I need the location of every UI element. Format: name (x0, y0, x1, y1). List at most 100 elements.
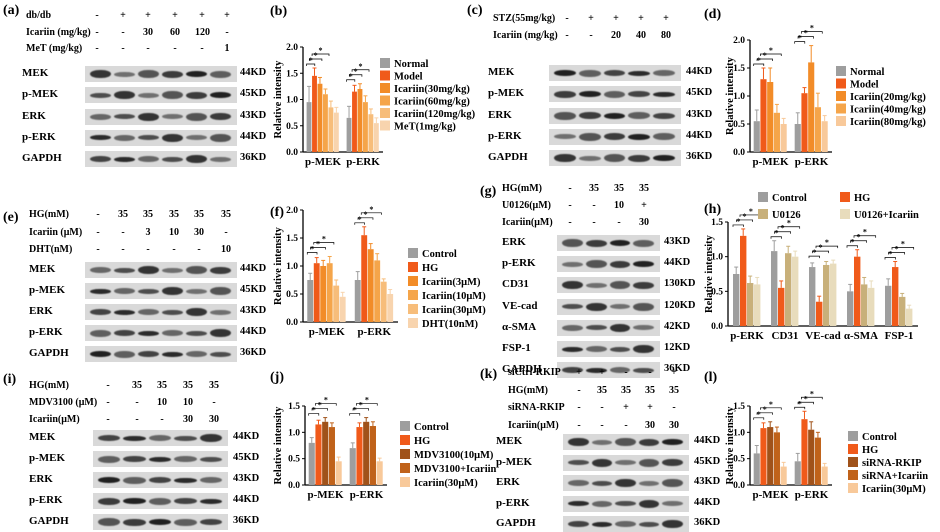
y-axis-label: Relative intensity (704, 234, 715, 313)
blot-band (148, 497, 172, 505)
significance-bracket (760, 407, 782, 410)
significance-star: * (888, 250, 892, 259)
y-tick-label: 0.0 (711, 322, 723, 332)
blot-row-label: p-ERK (22, 130, 56, 143)
bar (380, 281, 387, 322)
bar (317, 83, 323, 152)
condition-value: - (565, 29, 569, 41)
significance-star: * (804, 29, 808, 38)
blot-row-label: ERK (22, 109, 46, 122)
x-tick-label: p-ERK (346, 156, 380, 168)
blot-image (85, 108, 237, 125)
legend-label: HG (854, 193, 870, 204)
x-tick-label: p-ERK (350, 489, 384, 501)
bar (868, 287, 875, 326)
bar (785, 253, 792, 326)
blot-band (562, 346, 583, 352)
molecular-weight-label: 44KD (240, 67, 267, 78)
legend-label: Icariin(30μM) (414, 478, 478, 489)
condition-value: - (568, 200, 572, 211)
blot-band (186, 71, 207, 77)
bar (823, 264, 830, 326)
condition-value: - (121, 226, 125, 238)
bar (323, 94, 328, 152)
condition-value: - (95, 10, 99, 21)
legend-label: Model (394, 72, 423, 83)
condition-value: - (121, 244, 125, 255)
blot-band (114, 114, 135, 120)
panel-label-h: (h) (704, 202, 721, 217)
condition-value: 20 (611, 29, 621, 41)
molecular-weight-label: 45KD (233, 452, 260, 463)
x-tick-label: p-MEK (309, 326, 346, 338)
significance-bracket (349, 413, 361, 416)
blot-band (562, 367, 583, 374)
bar (376, 461, 383, 485)
significance-star: * (863, 228, 867, 237)
bar (740, 235, 747, 326)
blot-band (585, 260, 607, 269)
blot-row-label: p-MEK (496, 455, 533, 468)
condition-value: - (624, 419, 628, 431)
condition-value: 35 (118, 209, 128, 220)
blot-band (603, 90, 626, 98)
blot-band (148, 435, 172, 441)
condition-value: - (197, 244, 201, 255)
bar (313, 263, 320, 322)
y-tick-label: 1.0 (733, 428, 745, 438)
blot-image (557, 256, 660, 273)
y-tick-label: 1.0 (286, 96, 298, 106)
legend-swatch (400, 463, 410, 473)
bar (808, 429, 815, 485)
blot-band (90, 351, 111, 357)
blot-band (186, 112, 207, 121)
blot-band (162, 309, 183, 315)
condition-value: - (648, 367, 652, 378)
bar (315, 424, 322, 485)
legend-label: Control (862, 432, 897, 443)
blot-image (93, 430, 228, 446)
molecular-weight-label: 44KD (694, 496, 721, 508)
condition-value: - (577, 384, 581, 396)
bar (307, 280, 314, 322)
blot-band (653, 91, 675, 97)
bar (333, 112, 339, 152)
significance-bracket (351, 69, 370, 72)
significance-star: * (787, 219, 791, 228)
bar (354, 280, 361, 322)
molecular-weight-label: 43KD (233, 473, 260, 484)
condition-label: siCtrl-RKIP (508, 367, 561, 378)
condition-value: 30 (183, 414, 193, 425)
legend-label: Icariin(3μM) (422, 277, 481, 288)
condition-value: - (600, 402, 604, 413)
significance-star: * (810, 24, 814, 33)
blot-band (162, 351, 183, 357)
bar (792, 256, 799, 326)
condition-value: 35 (589, 183, 599, 194)
condition-label: siRNA-RKIP (508, 402, 565, 413)
molecular-weight-label: 44KD (240, 263, 267, 274)
significance-star: * (757, 56, 761, 65)
blot-band (114, 91, 135, 100)
blot-band (609, 281, 631, 290)
condition-value: 1 (224, 43, 230, 54)
y-tick-label: 1.5 (288, 402, 300, 412)
blot-band (98, 477, 121, 483)
blot-band (615, 479, 636, 487)
x-tick-label: p-MEK (752, 156, 789, 168)
bar (733, 274, 740, 326)
significance-star: * (895, 245, 899, 254)
legend-label: Icariin(40mg/kg) (850, 105, 926, 116)
condition-value: + (145, 10, 151, 21)
legend-swatch (836, 78, 846, 89)
blot-image (93, 493, 228, 509)
condition-value: - (592, 217, 596, 228)
legend-label: MDV3100(10μM) (414, 450, 494, 461)
blot-band (162, 91, 183, 100)
blot-band (633, 281, 654, 289)
blot-row-label: α-SMA (502, 320, 537, 333)
blot-band (609, 260, 631, 268)
panel-label-f: (f) (270, 205, 284, 220)
blot-image (549, 65, 681, 81)
